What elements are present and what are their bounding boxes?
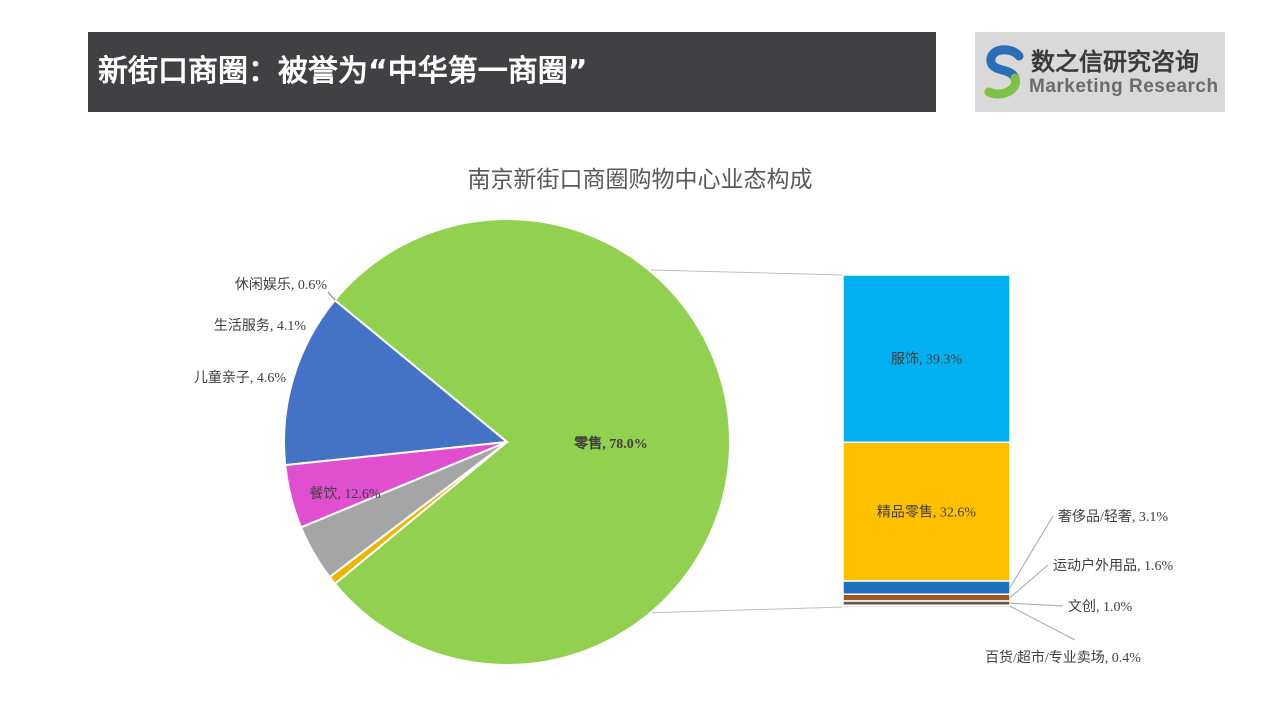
logo-s-icon — [984, 45, 1024, 99]
bar-label-奢侈品-轻奢: 奢侈品/轻奢, 3.1% — [1058, 509, 1168, 525]
chart-title: 南京新街口商圈购物中心业态构成 — [467, 167, 813, 193]
pie-slice-零售 — [333, 218, 731, 666]
bar-label-服饰: 服饰, 39.3% — [891, 352, 962, 368]
leader-line-奢侈品-轻奢 — [1009, 515, 1054, 588]
pie-label-生活服务: 生活服务, 4.1% — [214, 318, 306, 334]
bar-label-文创: 文创, 1.0% — [1068, 599, 1132, 615]
bar-label-运动户外用品: 运动户外用品, 1.6% — [1053, 557, 1173, 574]
logo-name-cn: 数之信研究咨询 — [1031, 48, 1199, 76]
bar-segment-服饰 — [842, 274, 1011, 444]
bar-label-精品零售: 精品零售, 32.6% — [877, 505, 976, 521]
header-bar: 新街口商圈：被誉为“中华第一商圈” — [88, 32, 936, 112]
logo-name-en: Marketing Research — [1029, 76, 1219, 97]
bar-segment-百货-超市-专业卖场 — [842, 604, 1011, 608]
bar-segment-精品零售 — [842, 441, 1011, 582]
pie-label-休闲娱乐: 休闲娱乐, 0.6% — [235, 277, 327, 293]
page-title: 新街口商圈：被誉为“中华第一商圈” — [98, 54, 588, 89]
bar-segment-奢侈品-轻奢 — [842, 580, 1011, 595]
pie-label-零售: 零售, 78.0% — [573, 435, 648, 452]
pie-slice-休闲娱乐 — [328, 441, 508, 586]
leader-line-运动户外用品 — [1009, 564, 1049, 599]
leader-line-百货-超市-专业卖场 — [1009, 605, 1076, 641]
pie-slice-餐饮 — [283, 298, 510, 467]
company-logo: 数之信研究咨询 Marketing Research — [975, 32, 1225, 112]
pie-label-儿童亲子: 儿童亲子, 4.6% — [194, 369, 286, 386]
bar-label-百货-超市-专业卖场: 百货/超市/专业卖场, 0.4% — [985, 649, 1141, 666]
leader-line-文创 — [1009, 602, 1064, 607]
pie-label-餐饮: 餐饮, 12.6% — [309, 486, 380, 502]
leader-line-休闲娱乐 — [327, 291, 336, 301]
bar-segment-运动户外用品 — [842, 593, 1011, 602]
